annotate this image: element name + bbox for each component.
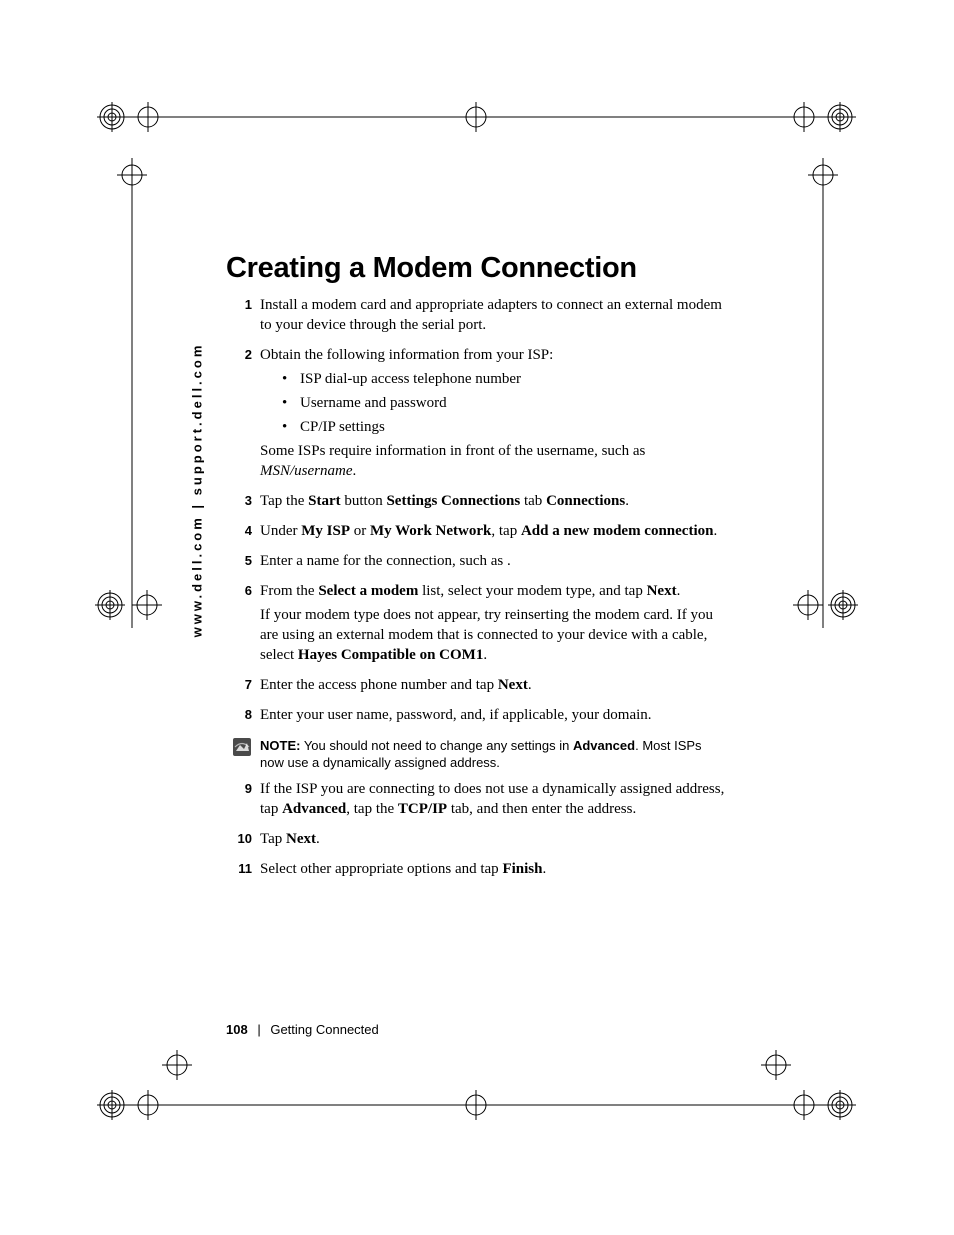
crosshair-icon <box>132 590 162 620</box>
step-body: Tap the Start button Settings Connection… <box>260 491 726 515</box>
list-item: 7Enter the access phone number and tap N… <box>226 675 726 699</box>
step-number: 4 <box>226 521 260 545</box>
register-target-icon <box>825 1090 855 1120</box>
step-body: Select other appropriate options and tap… <box>260 859 726 883</box>
step-body: Enter the access phone number and tap Ne… <box>260 675 726 699</box>
page-heading: Creating a Modem Connection <box>226 252 726 285</box>
content-area: Creating a Modem Connection 1Install a m… <box>226 252 726 883</box>
list-item: 3Tap the Start button Settings Connectio… <box>226 491 726 515</box>
sub-bullet-item: ISP dial-up access telephone number <box>282 369 726 389</box>
list-item: 5Enter a name for the connection, such a… <box>226 551 726 575</box>
list-item: 2Obtain the following information from y… <box>226 345 726 485</box>
guide-line-left <box>131 158 133 628</box>
sub-bullet-list: ISP dial-up access telephone number Usern… <box>282 369 726 437</box>
steps-list-after-note: 9If the ISP you are connecting to does n… <box>226 779 726 883</box>
step-number: 2 <box>226 345 260 485</box>
page-footer: 108 | Getting Connected <box>226 1022 379 1037</box>
step-body: Enter your user name, password, and, if … <box>260 705 726 729</box>
note-label: NOTE: <box>260 738 300 753</box>
step-number: 1 <box>226 295 260 339</box>
note-text: NOTE: You should not need to change any … <box>260 737 726 771</box>
steps-list: 1Install a modem card and appropriate ad… <box>226 295 726 729</box>
register-target-icon <box>825 102 855 132</box>
step-body: From the Select a modem list, select you… <box>260 581 726 669</box>
step-number: 3 <box>226 491 260 515</box>
list-item: 1Install a modem card and appropriate ad… <box>226 295 726 339</box>
register-target-icon <box>95 590 125 620</box>
guide-line-right <box>822 158 824 628</box>
crosshair-icon <box>793 590 823 620</box>
list-item: 6From the Select a modem list, select yo… <box>226 581 726 669</box>
list-item: 9If the ISP you are connecting to does n… <box>226 779 726 823</box>
step-body: Enter a name for the connection, such as… <box>260 551 726 575</box>
list-item: 10Tap Next. <box>226 829 726 853</box>
step-number: 11 <box>226 859 260 883</box>
step-body: Tap Next. <box>260 829 726 853</box>
sub-bullet-item: Username and password <box>282 393 726 413</box>
step-body: Install a modem card and appropriate ada… <box>260 295 726 339</box>
step-number: 10 <box>226 829 260 853</box>
crosshair-icon <box>789 102 819 132</box>
sub-bullet-item: CP/IP settings <box>282 417 726 437</box>
list-item: 4Under My ISP or My Work Network, tap Ad… <box>226 521 726 545</box>
register-target-icon <box>97 102 127 132</box>
step-number: 9 <box>226 779 260 823</box>
page: www.dell.com | support.dell.com Creating… <box>0 0 954 1235</box>
crosshair-icon <box>761 1050 791 1080</box>
crosshair-icon <box>162 1050 192 1080</box>
crosshair-icon <box>133 102 163 132</box>
step-body: Obtain the following information from yo… <box>260 345 726 485</box>
footer-section: Getting Connected <box>270 1022 378 1037</box>
register-target-icon <box>828 590 858 620</box>
crosshair-icon <box>789 1090 819 1120</box>
step-number: 7 <box>226 675 260 699</box>
crosshair-icon <box>461 102 491 132</box>
step-body: If the ISP you are connecting to does no… <box>260 779 726 823</box>
step-body: Under My ISP or My Work Network, tap Add… <box>260 521 726 545</box>
page-number: 108 <box>226 1022 248 1037</box>
step-number: 6 <box>226 581 260 669</box>
step-number: 8 <box>226 705 260 729</box>
sidebar-url-text: www.dell.com | support.dell.com <box>190 343 205 638</box>
register-target-icon <box>97 1090 127 1120</box>
step-number: 5 <box>226 551 260 575</box>
footer-separator: | <box>251 1022 266 1037</box>
crosshair-icon <box>117 160 147 190</box>
crosshair-icon <box>461 1090 491 1120</box>
note-block: NOTE: You should not need to change any … <box>226 737 726 771</box>
note-icon <box>226 737 260 771</box>
crosshair-icon <box>808 160 838 190</box>
list-item: 8Enter your user name, password, and, if… <box>226 705 726 729</box>
list-item: 11Select other appropriate options and t… <box>226 859 726 883</box>
crosshair-icon <box>133 1090 163 1120</box>
